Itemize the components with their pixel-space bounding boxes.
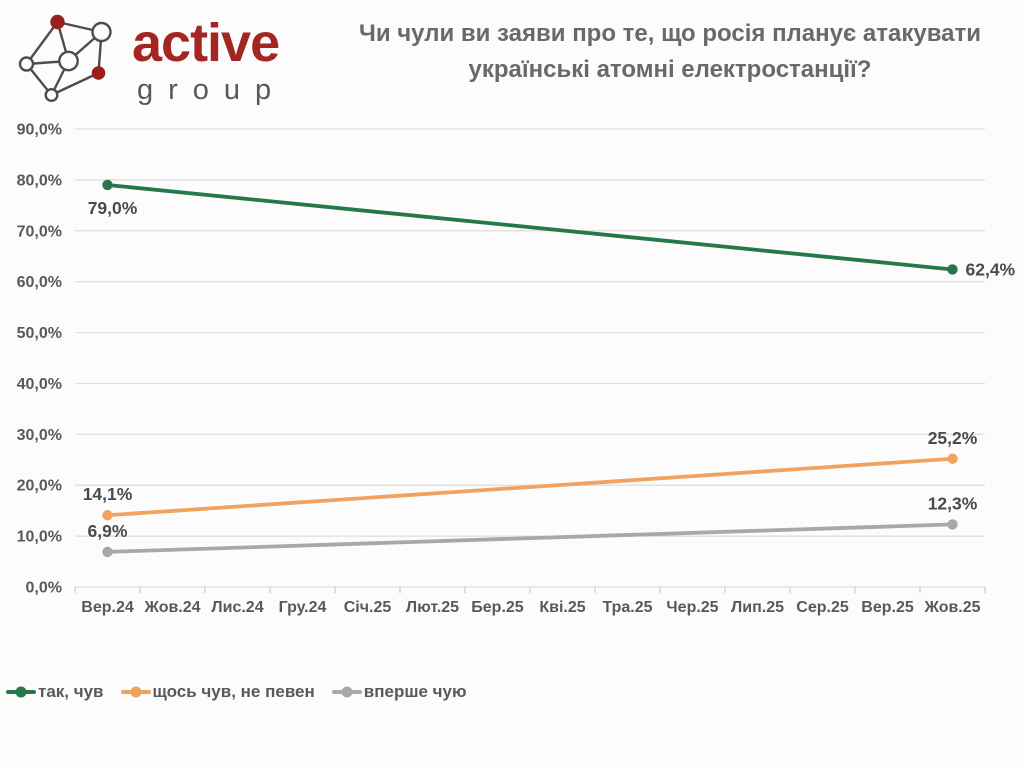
series-line-1 (105, 456, 955, 518)
x-axis-label: Вер.24 (81, 599, 134, 616)
data-label: 62,4% (966, 259, 1016, 279)
legend-label: щось чув, не певен (152, 682, 315, 701)
data-point-marker (102, 510, 113, 521)
data-point-marker (947, 519, 958, 530)
y-axis-label: 90,0% (17, 122, 62, 139)
x-axis-label: Гру.24 (279, 599, 327, 616)
series-line-0 (105, 183, 955, 272)
x-axis-label: Кві.25 (539, 599, 585, 616)
data-label: 14,1% (83, 484, 133, 504)
chart-title-line1: Чи чули ви заяви про те, що росія планує… (358, 20, 982, 47)
legend-item: вперше чую (331, 682, 467, 702)
x-axis-label: Січ.25 (344, 599, 392, 616)
y-axis-label: 70,0% (17, 223, 62, 240)
data-label: 12,3% (928, 493, 978, 513)
data-point-marker (947, 453, 958, 464)
y-axis-label: 40,0% (17, 376, 62, 393)
x-axis-label: Лют.25 (406, 599, 459, 616)
legend-label: вперше чую (363, 682, 467, 701)
y-axis-label: 60,0% (17, 274, 62, 291)
chart-title: Чи чули ви заяви про те, що росія планує… (320, 16, 1020, 88)
logo-brand-sub: group (137, 74, 287, 106)
data-label: 25,2% (928, 428, 978, 448)
y-axis-label: 10,0% (17, 529, 62, 546)
x-axis-label: Лис.24 (211, 599, 263, 616)
x-axis-label: Бер.25 (471, 599, 524, 616)
legend-line-marker-icon (6, 686, 36, 698)
y-axis-label: 0,0% (26, 580, 62, 597)
legend-line-marker-icon (120, 686, 151, 698)
y-axis-label: 50,0% (17, 325, 62, 342)
x-axis-label: Вер.25 (861, 599, 914, 616)
chart-legend: так, чув щось чув, не певен вперше чую (6, 678, 484, 706)
data-label: 6,9% (88, 521, 128, 541)
x-axis-label: Тра.25 (602, 599, 652, 616)
y-axis-label: 30,0% (17, 427, 62, 444)
data-point-marker (102, 179, 113, 191)
data-point-marker (947, 264, 958, 275)
series-line-2 (105, 522, 955, 554)
legend-dot-icon (130, 686, 142, 698)
x-axis-label: Сер.25 (796, 599, 849, 616)
legend-line-marker-icon (331, 686, 362, 698)
legend-label: так, чув (38, 682, 104, 701)
legend-dot-icon (341, 686, 353, 698)
data-label: 79,0% (88, 198, 138, 218)
y-axis-label: 80,0% (17, 172, 62, 189)
x-axis-label: Жов.25 (923, 599, 980, 616)
logo-brand-name: active (132, 13, 280, 73)
chart-title-line2: українські атомні електростанції? (468, 56, 872, 83)
data-point-marker (102, 546, 113, 558)
y-axis-label: 20,0% (17, 478, 62, 495)
x-axis-label: Лип.25 (731, 599, 784, 616)
legend-item: так, чув (6, 682, 104, 702)
x-axis-label: Жов.24 (143, 599, 200, 616)
legend-item: щось чув, не певен (120, 682, 315, 702)
legend-dot-icon (15, 686, 27, 698)
network-logo-icon (18, 14, 112, 102)
x-axis-label: Чер.25 (666, 599, 718, 616)
